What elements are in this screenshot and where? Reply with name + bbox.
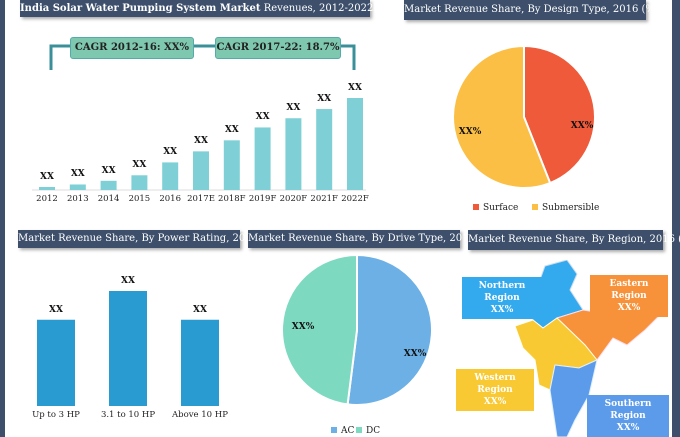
surface-swatch	[473, 204, 479, 210]
northern-region-box: Northern Region XX%	[462, 277, 542, 319]
region-value: XX%	[616, 423, 640, 433]
region-name: Northern Region	[478, 281, 526, 303]
revenue-bar	[162, 162, 179, 190]
dc-label: XX%	[291, 322, 315, 332]
power-bar	[37, 319, 75, 406]
legend-submersible: Submersible	[532, 203, 599, 213]
x-tick-label: 2015	[128, 194, 151, 204]
revenue-chart	[32, 44, 366, 191]
legend-dc: DC	[356, 426, 380, 436]
legend-text: Submersible	[542, 203, 600, 213]
cagr-bracket	[49, 44, 356, 70]
region-name: Western Region	[474, 373, 516, 395]
region-name: Southern Region	[604, 399, 652, 421]
revenue-data-label: XX	[317, 94, 332, 105]
revenue-data-label: XX	[286, 103, 301, 114]
design-type-title: Market Revenue Share, By Design Type, 20…	[404, 0, 659, 20]
drive-type-title: Market Revenue Share, By Drive Type, 201…	[248, 230, 495, 248]
power-bar	[109, 291, 147, 406]
x-tick-label: 2013	[66, 194, 89, 204]
design-type-pie	[452, 44, 596, 189]
x-tick-label: 3.1 to 10 HP	[100, 410, 156, 420]
revenue-chart-title: India Solar Water Pumping System Market …	[20, 0, 444, 17]
legend-text: DC	[366, 426, 381, 436]
revenue-bar	[254, 127, 271, 190]
surface-label: XX%	[570, 121, 594, 131]
revenue-data-label: XX	[70, 169, 85, 180]
region-value: XX%	[490, 305, 514, 315]
x-tick-label: 2020F	[279, 194, 308, 204]
power-bar	[181, 319, 219, 406]
western-region-box: Western Region XX%	[456, 369, 534, 411]
revenue-data-label: XX	[132, 160, 147, 171]
revenue-bar	[39, 187, 55, 190]
revenue-data-label: XX	[224, 125, 239, 136]
revenue-data-label: XX	[101, 165, 116, 176]
revenue-bar	[131, 175, 148, 190]
power-data-label: XX	[121, 276, 135, 286]
revenue-bar	[285, 118, 302, 190]
revenue-bar	[316, 109, 333, 190]
ac-slice	[346, 253, 433, 406]
right-border	[672, 0, 680, 437]
dc-slice	[281, 253, 358, 406]
x-tick-label: 2018F	[218, 194, 246, 204]
eastern-region-box: Eastern Region XX%	[590, 275, 668, 317]
x-tick-label: Up to 3 HP	[32, 410, 80, 420]
revenue-bar	[347, 98, 363, 190]
ac-label: XX%	[403, 349, 427, 359]
revenue-bar	[100, 180, 117, 190]
revenue-bar	[193, 151, 209, 190]
x-tick-label: 2012	[36, 194, 58, 204]
revenue-data-label: XX	[194, 136, 208, 147]
revenue-bar	[69, 184, 86, 190]
revenue-data-label: XX	[40, 172, 54, 182]
power-data-label: XX	[193, 304, 207, 315]
cagr-2012-16: CAGR 2012-16: XX%	[70, 37, 194, 59]
legend-ac: AC	[331, 426, 354, 436]
power-rating-title: Market Revenue Share, By Power Rating, 2…	[18, 230, 278, 248]
surface-slice	[523, 44, 596, 185]
revenue-data-label: XX	[163, 147, 178, 158]
revenue-bar	[223, 140, 240, 190]
x-tick-label: 2014	[97, 194, 120, 204]
x-tick-label: 2022F	[341, 194, 369, 204]
revenue-data-label: XX	[255, 112, 270, 123]
drive-type-pie	[281, 253, 433, 406]
x-tick-label: Above 10 HP	[172, 410, 228, 420]
left-border	[0, 0, 5, 437]
submersible-slice	[452, 44, 552, 189]
x-tick-label: 2021F	[310, 194, 338, 204]
cagr-2017-22: CAGR 2017-22: 18.7%	[215, 37, 341, 59]
region-name: Eastern Region	[609, 279, 649, 301]
submersible-label: XX%	[458, 127, 482, 137]
region-value: XX%	[483, 397, 507, 407]
title-bold: India Solar Water Pumping System Market	[20, 3, 261, 14]
x-tick-label: 2019F	[248, 194, 277, 204]
revenue-data-label: XX	[348, 83, 362, 93]
dc-swatch	[356, 427, 362, 433]
power-data-label: XX	[49, 304, 63, 315]
region-title: Market Revenue Share, By Region, 2016 (%…	[468, 230, 680, 250]
legend-text: Surface	[483, 203, 519, 213]
legend-text: AC	[341, 426, 355, 436]
power-rating-chart	[37, 291, 219, 406]
region-value: XX%	[617, 303, 641, 313]
ac-swatch	[331, 427, 337, 433]
submersible-swatch	[532, 204, 538, 210]
x-tick-label: 2017E	[187, 194, 215, 204]
southern-region-box: Southern Region XX%	[587, 395, 669, 437]
title-rest: Revenues, 2012-2022F (INR Crore)	[260, 3, 444, 14]
x-tick-label: 2016	[159, 194, 181, 204]
legend-surface: Surface	[473, 203, 518, 213]
